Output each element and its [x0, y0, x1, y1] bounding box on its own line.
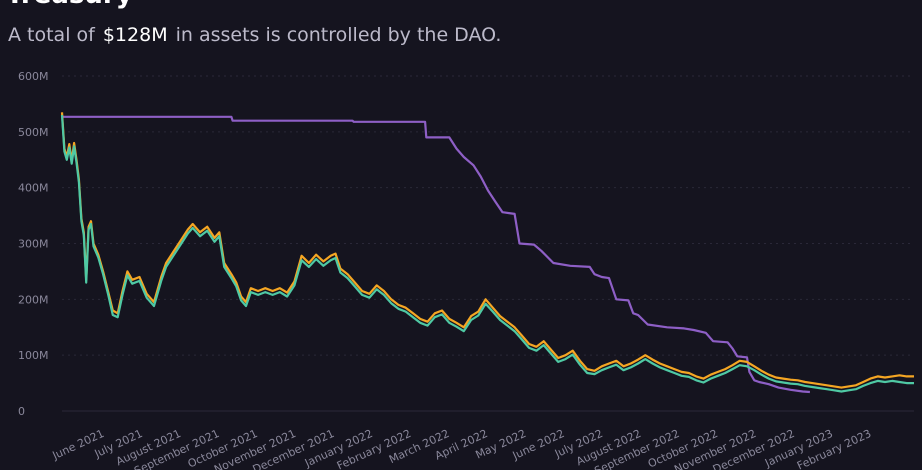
treasury-summary: A total of $128M in assets is controlled b… — [8, 24, 501, 46]
summary-suffix: in assets is controlled by the DAO. — [175, 24, 502, 46]
y-tick-label: 100M — [18, 349, 49, 362]
series-lines — [60, 112, 914, 394]
y-tick-label: 300M — [18, 238, 49, 251]
page-title: Treasury — [6, 0, 133, 10]
y-tick-label: 500M — [18, 126, 49, 139]
y-tick-label: 400M — [18, 182, 49, 195]
total-assets-amount: $128M — [102, 24, 168, 46]
grid-lines — [62, 75, 914, 412]
y-tick-label: 200M — [18, 293, 49, 306]
summary-prefix: A total of — [8, 24, 95, 46]
y-tick-label: 0 — [18, 405, 25, 418]
y-tick-label: 600M — [18, 70, 49, 83]
series-line-teal — [60, 115, 914, 393]
y-axis: 0 100M 200M 300M 400M 500M 600M — [18, 70, 49, 418]
series-line-orange — [60, 112, 914, 389]
